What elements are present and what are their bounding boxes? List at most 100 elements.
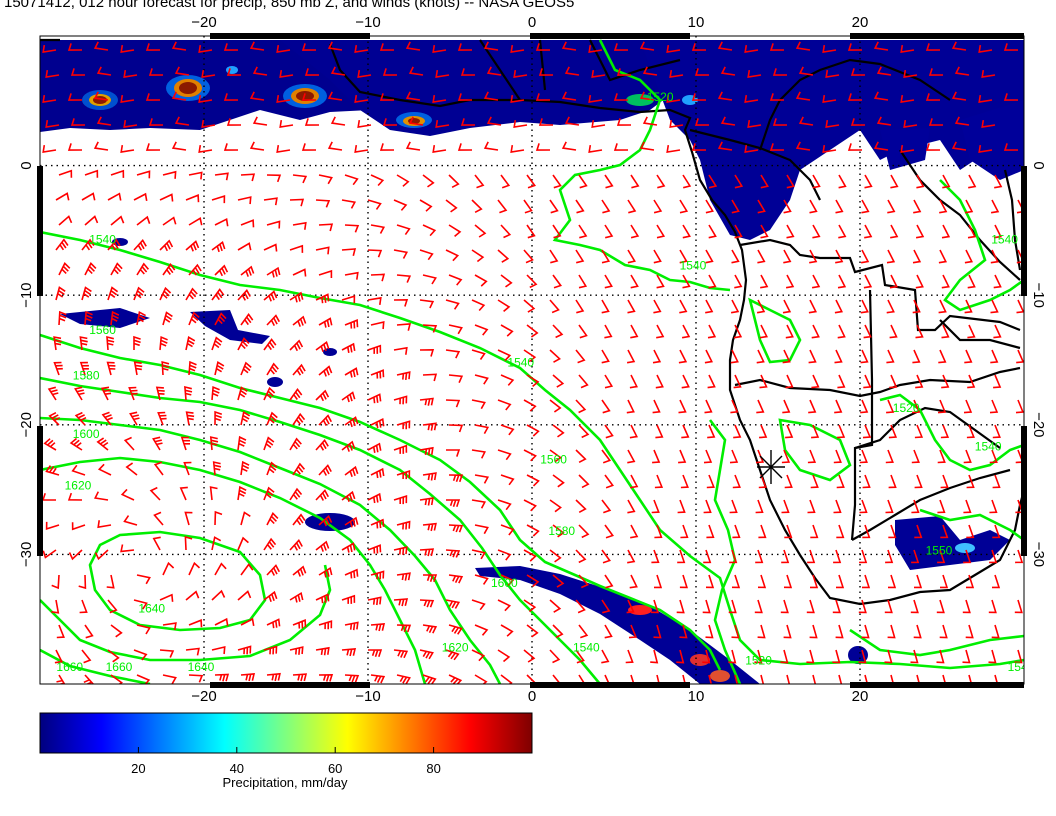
- wind-barb: [42, 549, 57, 559]
- wind-barb: [601, 199, 611, 214]
- wind-barb: [858, 599, 867, 614]
- wind-barb: [188, 561, 201, 576]
- wind-barb: [552, 624, 564, 639]
- wind-barb: [786, 174, 795, 189]
- wind-barb: [707, 324, 717, 339]
- wind-barb: [223, 43, 239, 51]
- wind-barb: [552, 474, 565, 488]
- wind-barb: [552, 574, 565, 588]
- wind-barb: [604, 424, 614, 439]
- wind-barb: [188, 360, 197, 376]
- wind-barb: [526, 274, 538, 289]
- wind-barb: [655, 424, 664, 439]
- wind-barb: [58, 215, 73, 226]
- wind-barb: [861, 199, 870, 214]
- wind-barb: [561, 91, 577, 101]
- wind-barb: [471, 649, 486, 662]
- wind-barb: [966, 574, 975, 589]
- wind-barb: [925, 43, 941, 51]
- wind-barb: [226, 118, 242, 126]
- lon-tick-label-bottom: −20: [191, 688, 216, 705]
- wind-barb: [367, 249, 383, 258]
- wind-barb: [188, 171, 203, 180]
- wind-barb: [782, 349, 791, 364]
- wind-barb: [669, 119, 684, 128]
- wind-barb: [578, 574, 590, 589]
- wind-barb: [781, 549, 790, 564]
- wind-barb: [214, 172, 229, 181]
- wind-barb: [630, 674, 635, 684]
- wind-barb: [133, 599, 148, 610]
- wind-barb: [702, 649, 711, 664]
- wind-barb: [289, 198, 305, 207]
- wind-barb: [575, 399, 587, 414]
- wind-barb: [526, 324, 539, 338]
- wind-barb: [627, 499, 636, 514]
- east-border: [939, 319, 1021, 350]
- wind-barb: [497, 549, 512, 561]
- wind-barb: [79, 599, 88, 614]
- wind-barb: [810, 474, 819, 489]
- wind-barb: [211, 536, 222, 551]
- wind-barb: [393, 495, 408, 505]
- wind-barb: [123, 515, 138, 526]
- wind-barb: [97, 463, 112, 476]
- contour-label: 1580: [548, 524, 575, 538]
- wind-barb: [756, 299, 766, 314]
- wind-barb: [341, 490, 356, 503]
- wind-barb: [162, 263, 176, 276]
- wind-barb: [653, 299, 662, 314]
- wind-barb: [315, 646, 330, 656]
- wind-barb: [84, 169, 99, 178]
- wind-barb: [963, 549, 972, 564]
- wind-barb: [703, 449, 713, 464]
- wind-barb: [379, 143, 395, 151]
- wind-barb: [654, 524, 663, 539]
- wind-barb: [1014, 599, 1023, 614]
- wind-barb: [873, 41, 889, 51]
- wind-barb: [782, 399, 791, 414]
- wind-barb: [653, 199, 663, 214]
- wind-barb: [812, 674, 817, 684]
- wind-barb: [214, 410, 223, 426]
- wind-barb: [832, 649, 841, 664]
- precip-atlantic-2: [190, 310, 270, 344]
- wind-barb: [535, 143, 551, 151]
- wind-barb: [42, 94, 57, 103]
- wind-barb: [523, 349, 537, 363]
- lon-tick-label-bottom: 20: [852, 688, 869, 705]
- wind-barb: [769, 93, 785, 101]
- wind-barb: [240, 617, 255, 627]
- wind-barb: [629, 374, 639, 389]
- wind-barb: [734, 274, 743, 289]
- wind-barb: [653, 249, 662, 264]
- wind-barb: [136, 624, 151, 635]
- wind-barb: [639, 41, 655, 51]
- wind-barb: [910, 649, 919, 664]
- wind-barb: [627, 199, 637, 214]
- wind-barb: [630, 224, 640, 239]
- wind-barb: [266, 220, 281, 229]
- wind-barb: [354, 144, 369, 153]
- wind-barb: [370, 467, 385, 479]
- wind-barb: [912, 399, 921, 414]
- wind-barb: [859, 449, 868, 464]
- wind-barb: [240, 673, 256, 682]
- wind-barb: [162, 216, 177, 226]
- wind-barb: [510, 44, 525, 53]
- wind-barb: [149, 486, 161, 501]
- wind-barb: [862, 524, 871, 539]
- wind-barb: [107, 286, 119, 301]
- wind-barb: [630, 324, 639, 339]
- wind-barb: [448, 424, 464, 433]
- wind-barb: [367, 393, 382, 404]
- wind-barb: [67, 43, 83, 51]
- wind-barb: [757, 199, 766, 214]
- wind-barb: [680, 524, 689, 539]
- wind-barb: [833, 549, 842, 564]
- wind-barb: [81, 286, 92, 301]
- wind-barb: [588, 44, 603, 53]
- wind-barb: [474, 424, 490, 434]
- wind-barb: [981, 119, 996, 128]
- wind-barb: [185, 287, 198, 301]
